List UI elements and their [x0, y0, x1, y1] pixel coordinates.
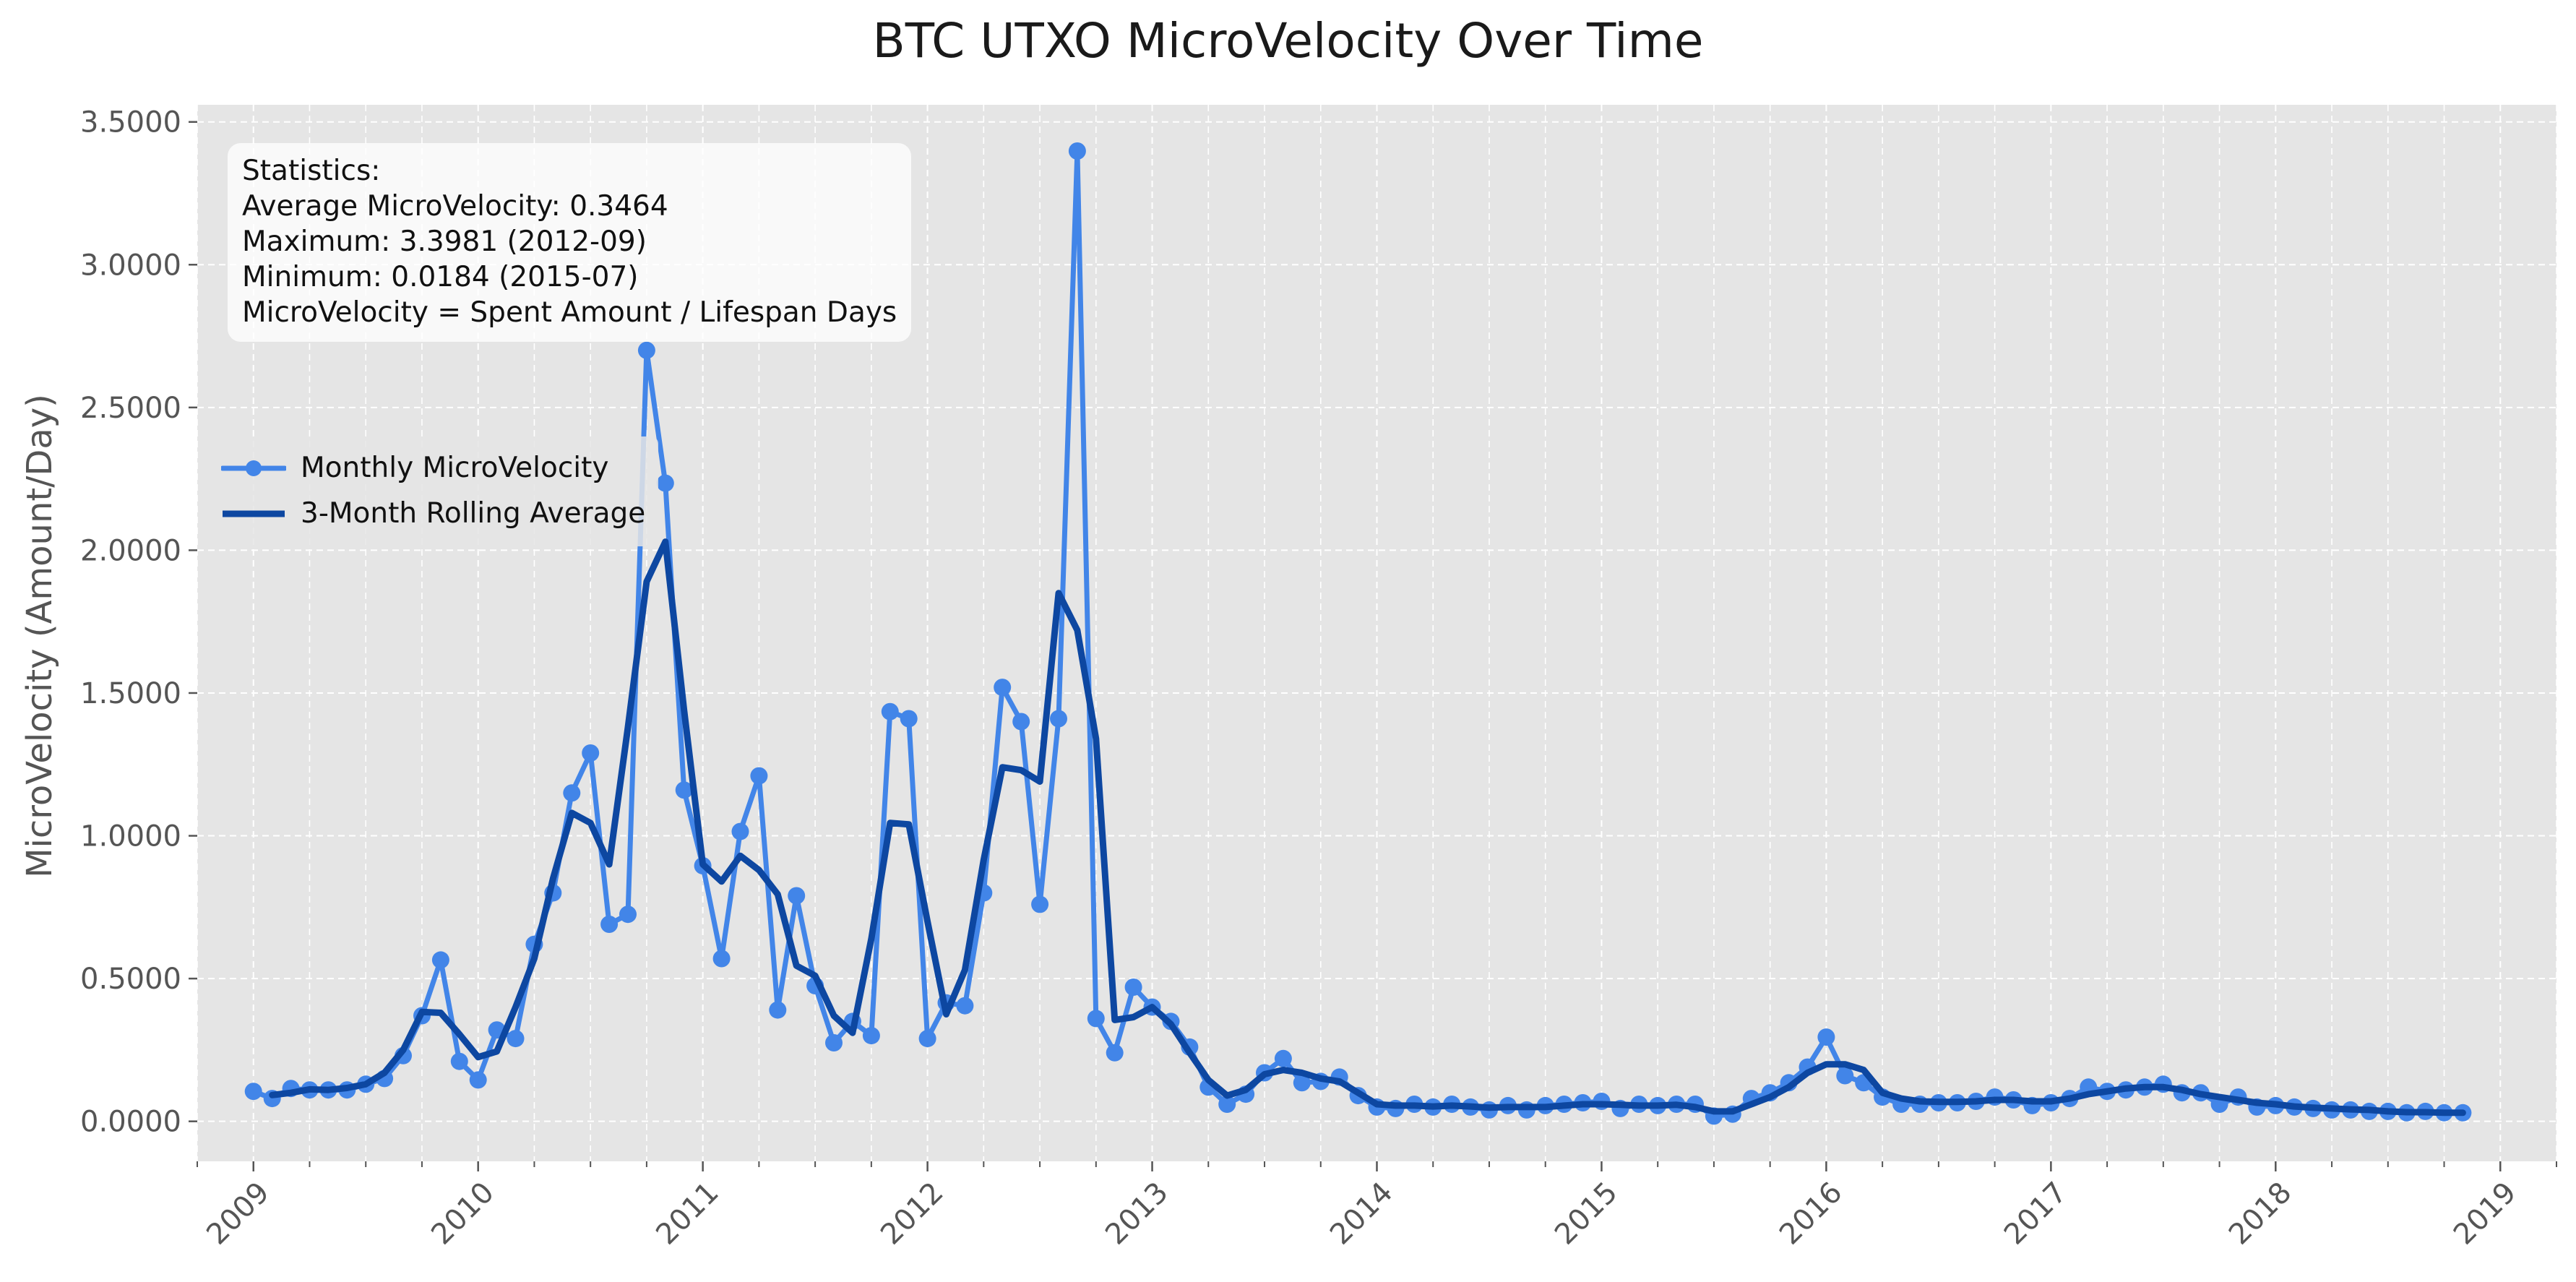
- monthly-data-point: [507, 1030, 525, 1048]
- monthly-data-point: [563, 784, 581, 802]
- y-tick-label: 0.5000: [80, 963, 181, 996]
- monthly-data-point: [1012, 713, 1030, 731]
- x-tick-label: 2011: [650, 1176, 725, 1252]
- monthly-data-point: [1068, 142, 1086, 160]
- monthly-data-point: [994, 679, 1012, 697]
- monthly-data-point: [881, 702, 899, 720]
- y-tick-label: 0.0000: [80, 1106, 181, 1139]
- monthly-data-point: [431, 951, 449, 969]
- legend-item-rolling: 3-Month Rolling Average: [221, 491, 645, 536]
- y-tick-label: 1.5000: [80, 677, 181, 710]
- x-tick-label: 2013: [1099, 1176, 1175, 1252]
- monthly-data-point: [1106, 1044, 1124, 1062]
- chart-title: BTC UTXO MicroVelocity Over Time: [872, 13, 1704, 69]
- x-tick-label: 2018: [2223, 1176, 2299, 1252]
- statistics-average: Average MicroVelocity: 0.3464: [242, 190, 668, 223]
- x-tick-label: 2016: [1773, 1176, 1849, 1252]
- statistics-maximum: Maximum: 3.3981 (2012-09): [242, 225, 647, 258]
- statistics-heading: Statistics:: [242, 155, 381, 187]
- x-tick-label: 2014: [1324, 1176, 1400, 1252]
- y-tick-label: 1.0000: [80, 820, 181, 853]
- monthly-data-point: [825, 1034, 843, 1051]
- rolling-average-line: [269, 538, 2466, 1117]
- monthly-data-point: [619, 905, 637, 924]
- monthly-data-point: [1124, 978, 1142, 996]
- monthly-data-point: [637, 341, 655, 359]
- statistics-formula: MicroVelocity = Spent Amount / Lifespan …: [242, 296, 897, 329]
- monthly-data-point: [675, 781, 693, 799]
- monthly-data-point: [1274, 1049, 1292, 1067]
- monthly-data-point: [731, 822, 749, 840]
- statistics-box: Statistics: Average MicroVelocity: 0.346…: [228, 143, 912, 342]
- monthly-data-point: [1836, 1067, 1854, 1085]
- x-tick-label: 2010: [425, 1176, 501, 1252]
- monthly-data-point: [712, 950, 731, 968]
- monthly-data-point: [750, 767, 768, 785]
- legend: Monthly MicroVelocity 3-Month Rolling Av…: [210, 436, 659, 546]
- monthly-data-point: [900, 710, 918, 728]
- monthly-data-point: [1817, 1028, 1835, 1046]
- monthly-data-point: [769, 1001, 787, 1019]
- monthly-data-point: [656, 474, 674, 492]
- monthly-data-point: [862, 1027, 880, 1045]
- legend-swatch-monthly: [221, 460, 286, 476]
- y-tick-label: 3.5000: [80, 106, 181, 139]
- y-tick-label: 2.5000: [80, 392, 181, 425]
- statistics-minimum: Minimum: 0.0184 (2015-07): [242, 261, 639, 293]
- x-tick-label: 2019: [2447, 1176, 2523, 1252]
- legend-item-monthly: Monthly MicroVelocity: [221, 445, 645, 491]
- monthly-data-point: [956, 997, 974, 1015]
- monthly-data-point: [600, 916, 619, 933]
- monthly-data-point: [788, 887, 806, 905]
- legend-label-monthly: Monthly MicroVelocity: [301, 452, 609, 484]
- legend-swatch-rolling: [223, 510, 285, 517]
- monthly-data-point: [450, 1052, 468, 1070]
- monthly-data-point: [582, 744, 600, 762]
- series: [244, 142, 2472, 1125]
- monthly-data-point: [1087, 1010, 1105, 1028]
- monthly-data-point: [1031, 895, 1049, 913]
- monthly-data-point: [1050, 710, 1067, 728]
- monthly-data-point: [1218, 1096, 1236, 1113]
- y-axis-label: MicroVelocity (Amount/Day): [20, 394, 60, 878]
- monthly-data-point: [469, 1071, 487, 1089]
- monthly-data-point: [918, 1030, 936, 1048]
- legend-label-rolling: 3-Month Rolling Average: [301, 497, 646, 530]
- x-tick-label: 2017: [1998, 1176, 2074, 1252]
- y-tick-label: 2.0000: [80, 534, 181, 567]
- x-tick-label: 2015: [1548, 1176, 1624, 1252]
- monthly-data-point: [244, 1083, 262, 1101]
- x-tick-label: 2012: [874, 1176, 950, 1252]
- y-tick-label: 3.0000: [80, 249, 181, 282]
- monthly-data-point: [1293, 1074, 1311, 1092]
- x-tick-label: 2009: [200, 1176, 276, 1252]
